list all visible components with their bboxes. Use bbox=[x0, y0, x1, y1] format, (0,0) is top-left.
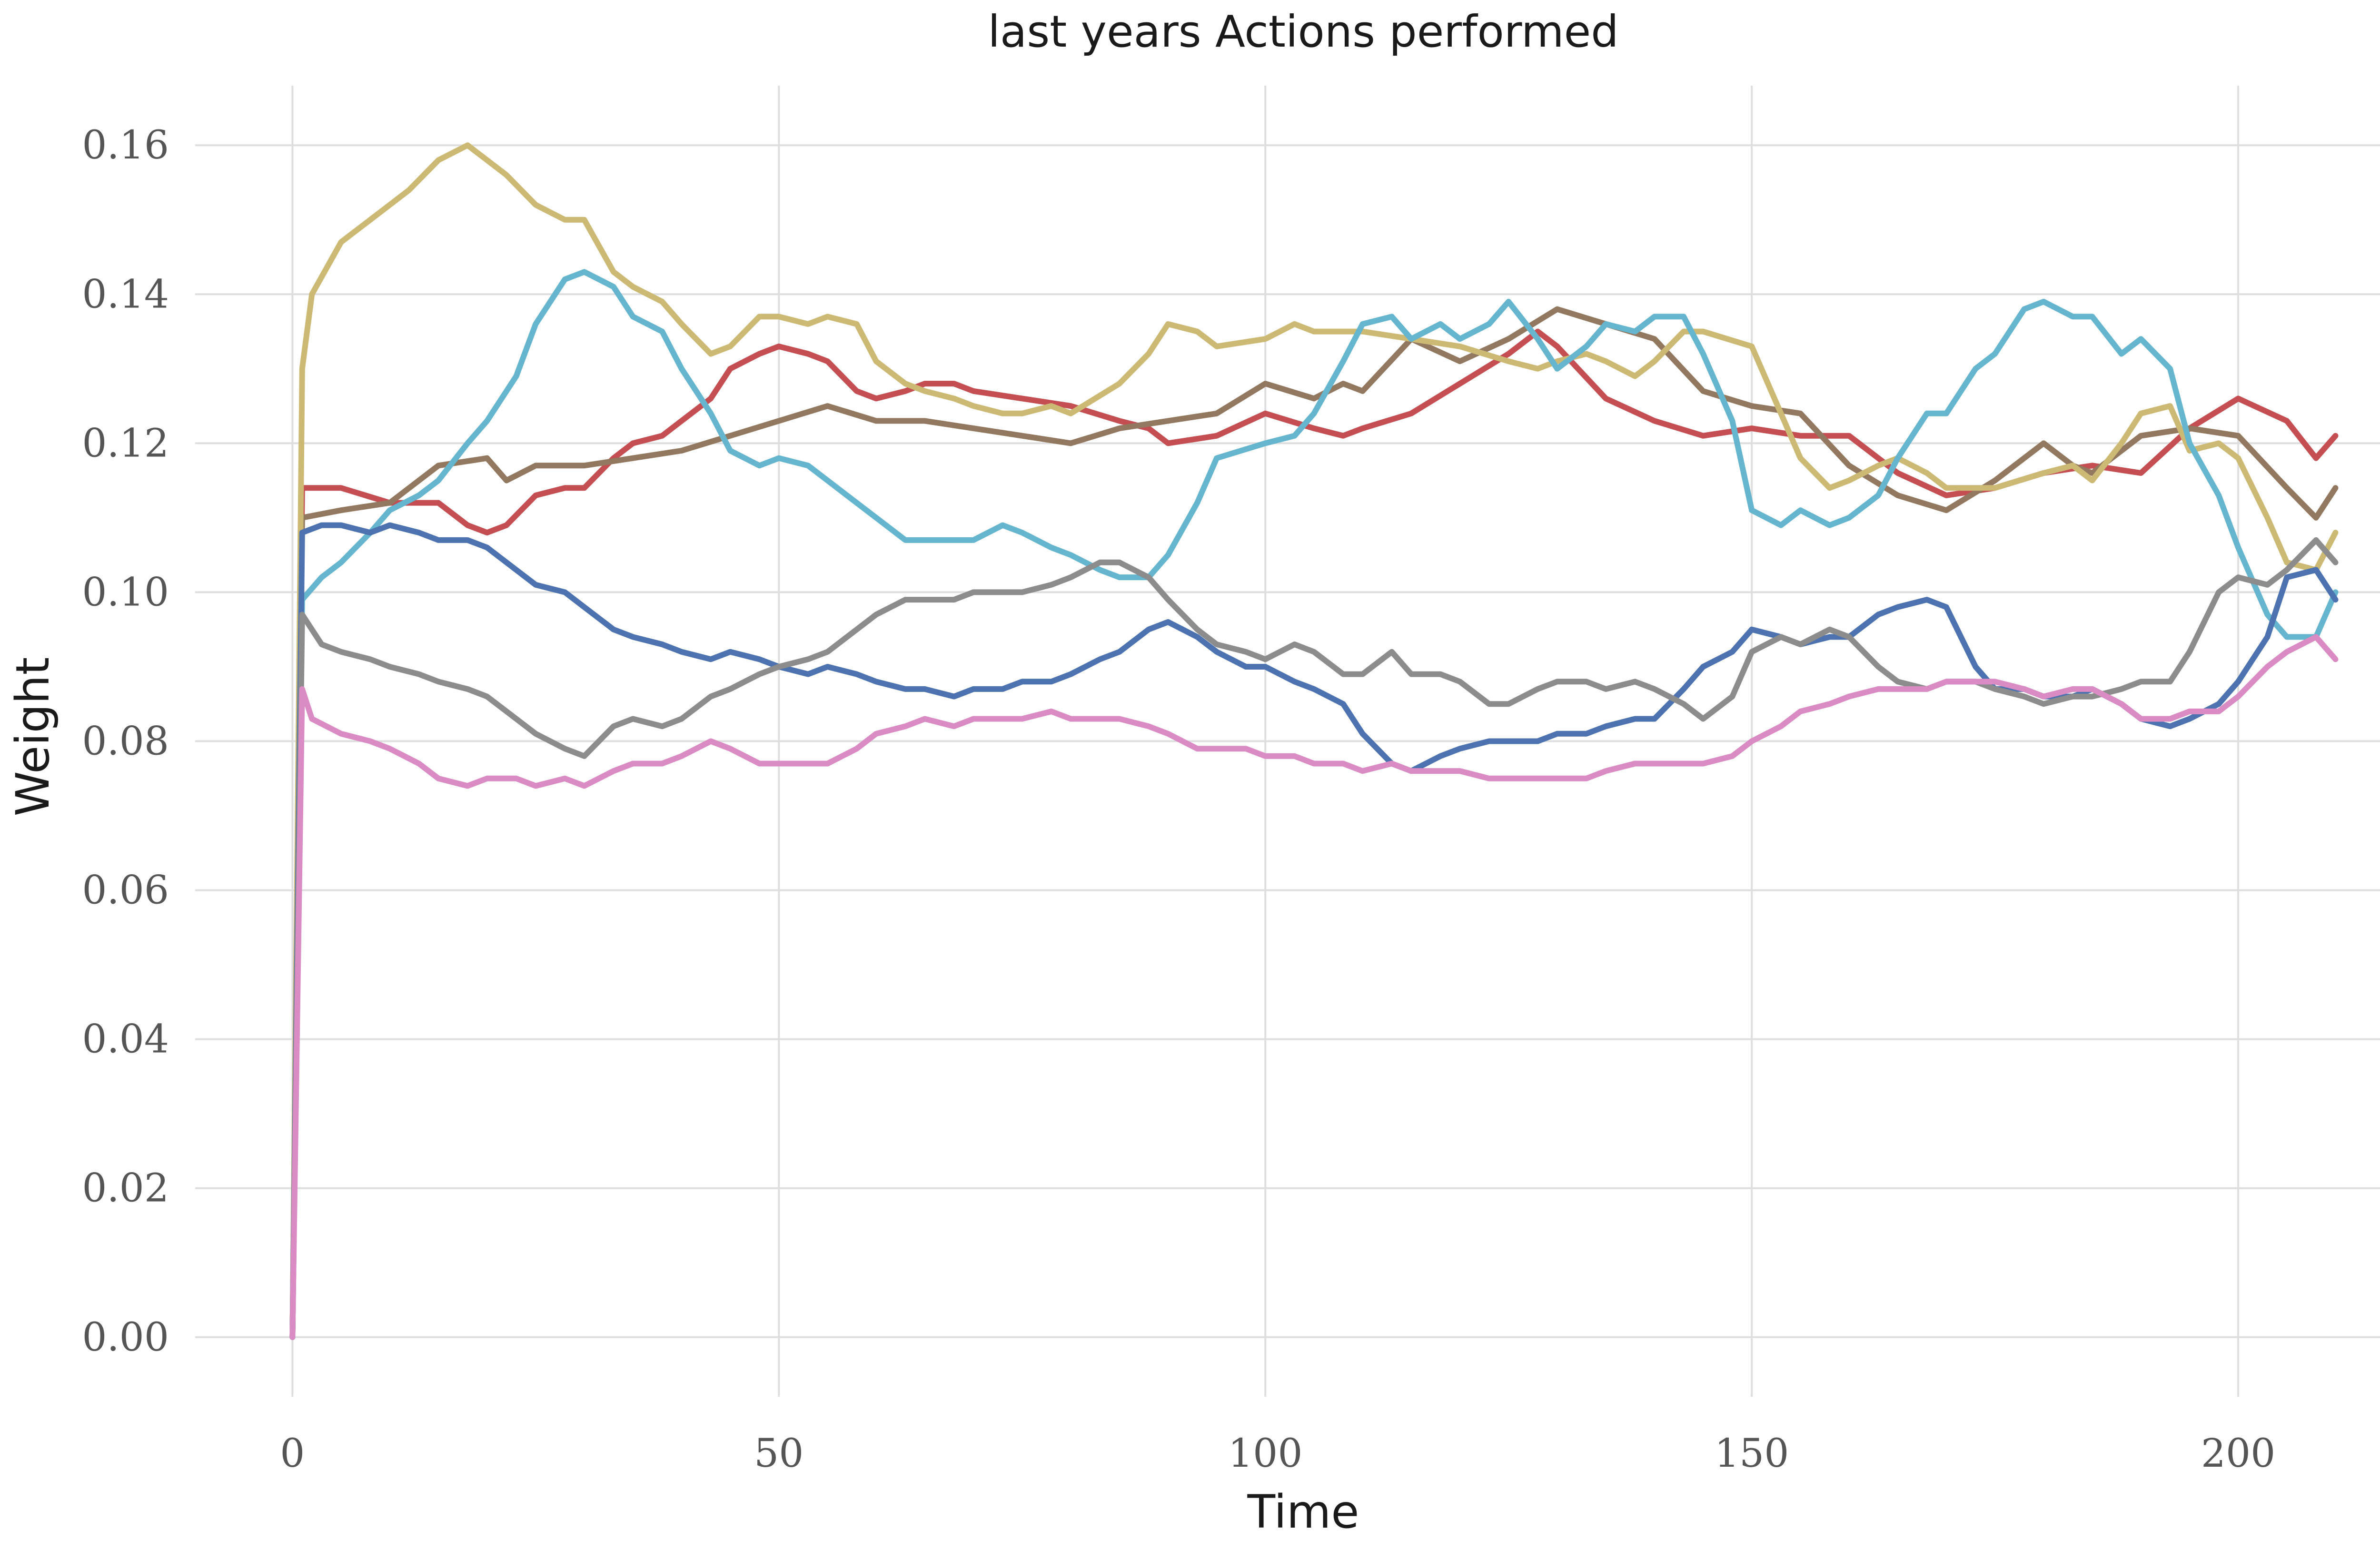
chart-title: last years Actions performed bbox=[988, 6, 1618, 57]
y-tick-label: 0.16 bbox=[82, 123, 169, 168]
y-tick-label: 0.02 bbox=[82, 1166, 169, 1211]
y-tick-label: 0.10 bbox=[82, 570, 169, 615]
x-tick-label: 200 bbox=[2201, 1431, 2276, 1476]
series-line-7 bbox=[289, 634, 2339, 1340]
series-line-2 bbox=[289, 306, 2339, 1340]
tick-layer: 0.00 0.02 0.04 0.06 0.08 0.10 0.12 0.14 0.16 0 50 1… bbox=[82, 123, 2275, 1476]
series-line-4 bbox=[289, 269, 2339, 1340]
series-line-6 bbox=[289, 537, 2339, 1340]
x-axis-label: Time bbox=[1247, 1485, 1359, 1539]
x-tick-label: 50 bbox=[754, 1431, 803, 1476]
series-line-3 bbox=[289, 142, 2339, 1340]
series-line-5 bbox=[289, 522, 2339, 1340]
x-tick-label: 0 bbox=[280, 1431, 305, 1476]
y-tick-label: 0.04 bbox=[82, 1017, 169, 1062]
series-line-1 bbox=[289, 328, 2339, 1340]
x-tick-label: 150 bbox=[1715, 1431, 1789, 1476]
series-layer bbox=[289, 142, 2339, 1340]
y-tick-label: 0.14 bbox=[82, 272, 169, 317]
y-tick-label: 0.12 bbox=[82, 421, 169, 466]
y-axis-label: Weight bbox=[6, 657, 60, 816]
x-tick-label: 100 bbox=[1228, 1431, 1303, 1476]
y-tick-label: 0.06 bbox=[82, 868, 169, 913]
y-tick-label: 0.08 bbox=[82, 719, 169, 764]
grid-layer bbox=[195, 86, 2380, 1397]
y-tick-label: 0.00 bbox=[82, 1315, 169, 1360]
